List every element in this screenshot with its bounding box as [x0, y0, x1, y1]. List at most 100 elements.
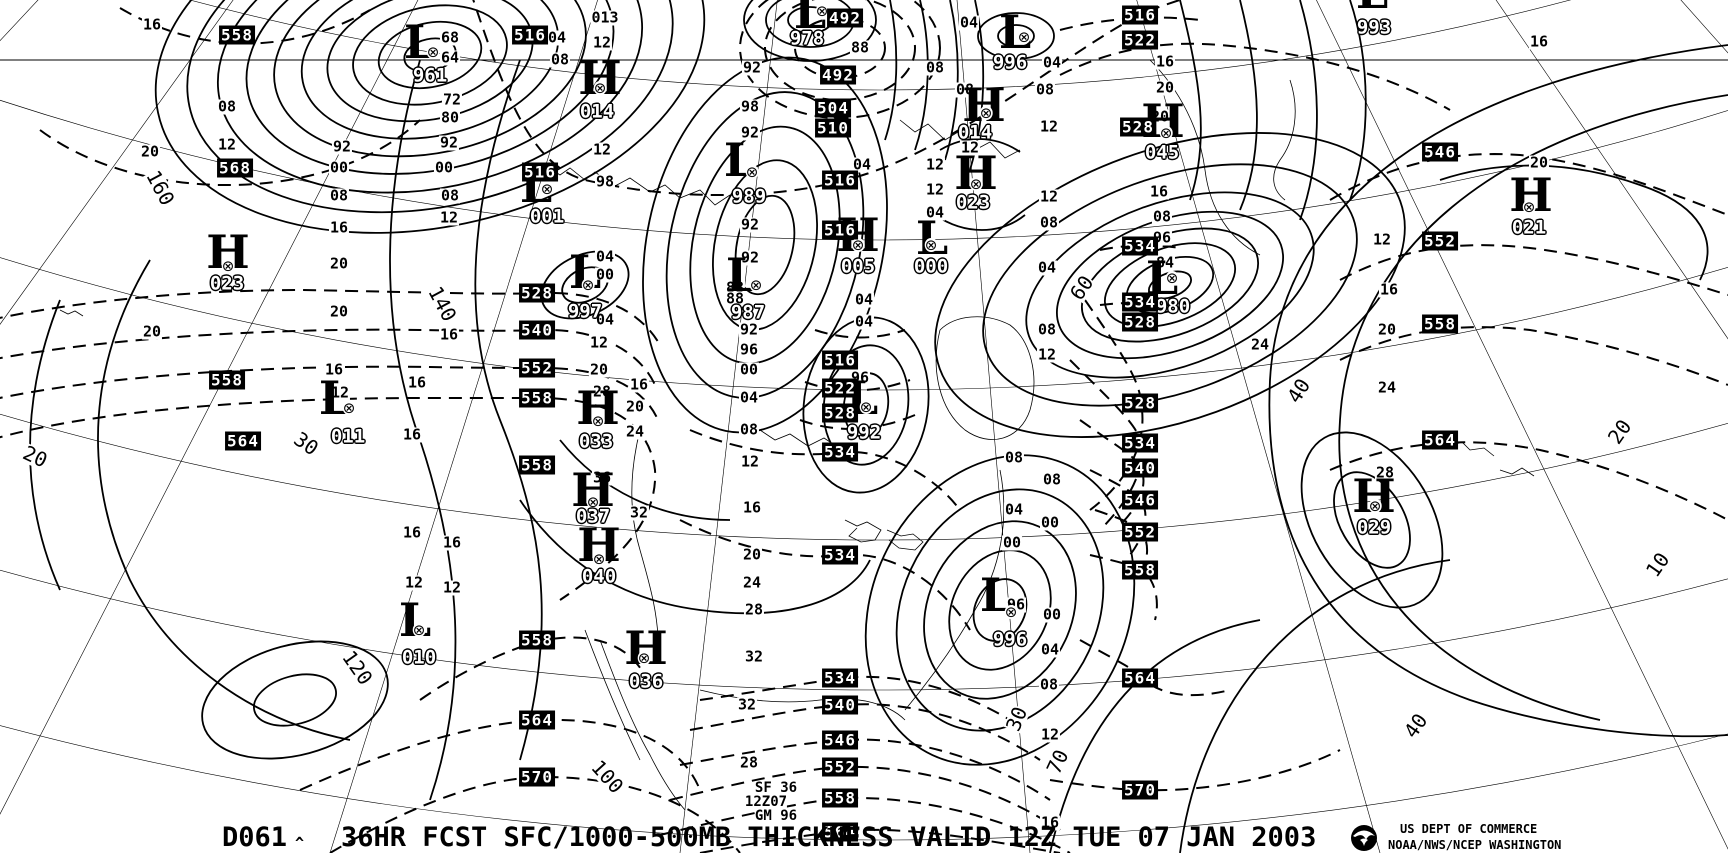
center-mark-icon: ⊗ — [1004, 603, 1018, 621]
agency-line2: NOAA/NWS/NCEP WASHINGTON — [1388, 838, 1562, 852]
center-value: 036 — [628, 670, 664, 693]
thickness-label-516: 516 — [512, 25, 548, 45]
contour-label: 16 — [1148, 182, 1170, 201]
contour-label: 08 — [328, 186, 350, 205]
contour-label: 72 — [441, 90, 463, 109]
thickness-label-528: 528 — [1122, 312, 1158, 332]
contour-label: 08 — [1151, 207, 1173, 226]
isobars — [29, 0, 1728, 853]
contour-label: 12 — [591, 140, 613, 159]
thickness-label-570: 570 — [1122, 780, 1158, 800]
center-value: 014 — [579, 100, 615, 123]
contour-label: 16 — [323, 360, 345, 379]
contour-label: 96 — [738, 340, 760, 359]
center-value: 005 — [840, 255, 876, 278]
contour-label: 12 — [591, 33, 613, 52]
contour-label: 08 — [738, 420, 760, 439]
thickness-label-546: 546 — [1422, 142, 1458, 162]
center-mark-icon: ⊗ — [342, 399, 356, 417]
center-value: 996 — [992, 628, 1028, 651]
contour-label: 16 — [441, 533, 463, 552]
contour-label: 16 — [741, 498, 763, 517]
thickness-label-522: 522 — [1122, 30, 1158, 50]
thickness-label-570: 570 — [519, 767, 555, 787]
thickness-label-516: 516 — [822, 350, 858, 370]
contour-label: 16 — [1039, 813, 1061, 832]
contour-label: 84 — [1154, 253, 1176, 272]
thickness-label-552: 552 — [822, 757, 858, 777]
chart-title: 36HR FCST SFC/1000-500MB THICKNESS VALID… — [341, 822, 1317, 853]
contour-label: 00 — [1001, 533, 1023, 552]
thickness-label-568: 568 — [217, 158, 253, 178]
thickness-label-546: 546 — [1122, 490, 1158, 510]
thickness-label-528: 528 — [1122, 393, 1158, 413]
center-value: 997 — [567, 300, 603, 323]
thickness-label-558: 558 — [209, 370, 245, 390]
thickness-label-558: 558 — [1422, 314, 1458, 334]
thickness-label-552: 552 — [519, 358, 555, 378]
thickness-label-534: 534 — [1122, 433, 1158, 453]
thickness-label-528: 528 — [519, 283, 555, 303]
center-value: 023 — [209, 272, 245, 295]
contour-label: 20 — [588, 360, 610, 379]
contour-label: 20 — [1154, 78, 1176, 97]
thickness-label-510: 510 — [815, 118, 851, 138]
contour-label: 08 — [1034, 80, 1056, 99]
center-value: 010 — [401, 646, 437, 669]
center-mark-icon: ⊗ — [1159, 124, 1173, 142]
contour-label: 92 — [438, 133, 460, 152]
contour-label: 12 — [924, 155, 946, 174]
thickness-label-534: 534 — [1122, 292, 1158, 312]
contour-label: 24 — [741, 573, 763, 592]
contour-label: 20 — [139, 142, 161, 161]
high-center-letter: H — [962, 78, 1006, 132]
contour-label: 08 — [954, 80, 976, 99]
center-mark-icon: ⊗ — [969, 175, 983, 193]
contour-label: 12 — [1038, 117, 1060, 136]
thickness-label-516: 516 — [822, 220, 858, 240]
contour-label: 92 — [741, 58, 763, 77]
contour-label: 013 — [590, 8, 620, 27]
contour-label: 80 — [439, 108, 461, 127]
contour-label: 00 — [594, 265, 616, 284]
annotation: SF 36 — [754, 780, 798, 796]
contour-label: 20 — [1528, 153, 1550, 172]
center-value: 961 — [412, 64, 448, 87]
contour-label: 00 — [1039, 513, 1061, 532]
contour-label: 16 — [141, 15, 163, 34]
contour-label: 36 — [591, 468, 613, 487]
center-mark-icon: ⊗ — [1522, 198, 1536, 216]
contour-label: 04 — [958, 13, 980, 32]
center-value: 040 — [581, 565, 617, 588]
center-mark-icon: ⊗ — [745, 163, 759, 181]
contour-label: 92 — [738, 320, 760, 339]
center-value: 029 — [1356, 516, 1392, 539]
center-mark-icon: ⊗ — [581, 276, 595, 294]
contour-label: 12 — [588, 333, 610, 352]
center-mark-icon: ⊗ — [591, 412, 605, 430]
thickness-label-504: 504 — [815, 98, 851, 118]
contour-label: 32 — [736, 695, 758, 714]
center-value: 992 — [846, 421, 882, 444]
thickness-label-558: 558 — [822, 788, 858, 808]
contour-label: 12 — [1039, 725, 1061, 744]
contour-label: 08 — [924, 58, 946, 77]
thickness-label-558: 558 — [1122, 560, 1158, 580]
center-mark-icon: ⊗ — [1165, 269, 1179, 287]
center-value: 037 — [575, 505, 611, 528]
contour-label: 92 — [331, 137, 353, 156]
thickness-label-540: 540 — [822, 695, 858, 715]
thickness-label-546: 546 — [822, 730, 858, 750]
low-center-letter: L — [1356, 0, 1388, 15]
contour-label: 98 — [594, 172, 616, 191]
contour-label: 12 — [1038, 187, 1060, 206]
contour-label: 92 — [739, 248, 761, 267]
center-mark-icon: ⊗ — [586, 493, 600, 511]
contour-label: 24 — [1249, 335, 1271, 354]
contour-label: 28 — [1374, 463, 1396, 482]
contour-label: 16 — [628, 375, 650, 394]
center-mark-icon: ⊗ — [1017, 28, 1031, 46]
contour-label: 88 — [724, 289, 746, 308]
contour-label: 04 — [594, 310, 616, 329]
